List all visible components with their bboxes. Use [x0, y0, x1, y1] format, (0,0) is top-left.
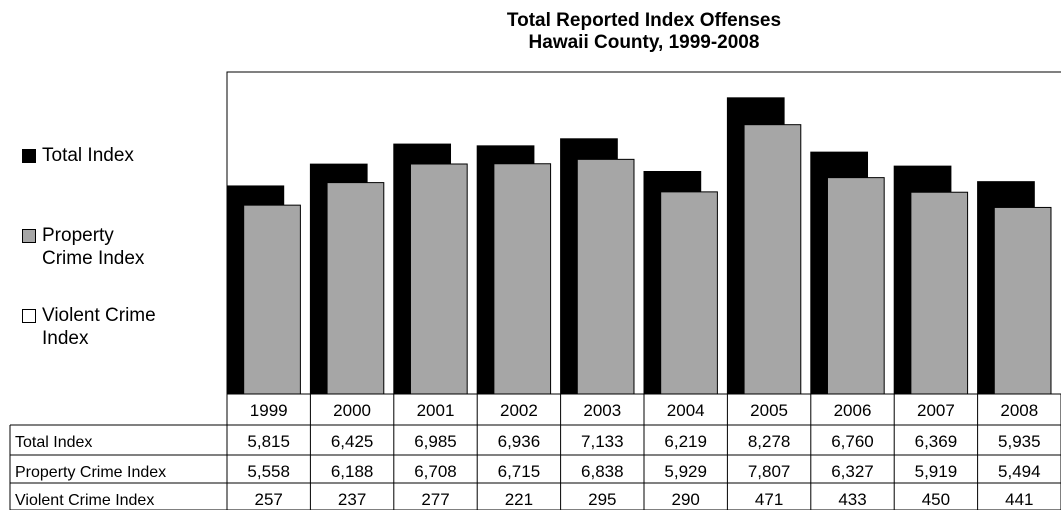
bars-group: [226, 71, 1061, 395]
table-cell-violent-2008: 441: [1005, 490, 1033, 509]
chart-subtitle: Hawaii County, 1999-2008: [528, 32, 760, 53]
legend-label-total: Total Index: [42, 145, 134, 166]
table-cell-property-2003: 6,838: [581, 462, 624, 481]
table-year-2005: 2005: [750, 401, 788, 420]
table-year-2000: 2000: [333, 401, 371, 420]
table-cell-violent-2007: 450: [922, 490, 950, 509]
bar-property-2005: [743, 124, 802, 395]
legend-item-total: Total Index: [22, 144, 134, 167]
table-cell-total-2007: 6,369: [915, 432, 958, 451]
chart-title: Total Reported Index Offenses Hawaii Cou…: [227, 10, 1061, 54]
bar-property-2004: [660, 191, 718, 395]
table-cell-total-1999: 5,815: [247, 432, 290, 451]
bar-property-2008: [993, 206, 1052, 395]
bar-property-1999: [243, 204, 301, 395]
legend-label-violent-line-2: Index: [42, 328, 89, 349]
data-table: 1999 2000 2001 2002 2003 2004 2005 2006 2007 2008…: [9, 393, 1061, 510]
table-year-2002: 2002: [500, 401, 538, 420]
table-cell-violent-2003: 295: [588, 490, 616, 509]
table-cell-violent-2006: 433: [838, 490, 866, 509]
bar-property-2006: [826, 177, 885, 395]
table-cell-total-2006: 6,760: [831, 432, 874, 451]
bar-property-2000: [326, 182, 385, 395]
table-cell-property-2008: 5,494: [998, 462, 1041, 481]
table-cell-total-2000: 6,425: [331, 432, 374, 451]
table-row-label-2: Violent Crime Index: [15, 492, 154, 509]
table-cell-property-2002: 6,715: [498, 462, 541, 481]
table-year-2006: 2006: [834, 401, 872, 420]
legend-label-property-line-1: Property: [42, 225, 114, 246]
table-cell-property-2001: 6,708: [414, 462, 457, 481]
table-cell-violent-2002: 221: [505, 490, 533, 509]
legend-swatch-violent: [22, 309, 36, 323]
bar-property-2001: [409, 163, 468, 395]
table-cell-total-2002: 6,936: [498, 432, 541, 451]
table-cell-property-2005: 7,807: [748, 462, 791, 481]
bar-property-2002: [493, 163, 552, 395]
table-cell-total-2008: 5,935: [998, 432, 1041, 451]
table-cell-total-2001: 6,985: [414, 432, 457, 451]
table-year-2008: 2008: [1000, 401, 1038, 420]
legend-item-violent: Violent Crime Index: [22, 304, 156, 350]
table-cell-property-2000: 6,188: [331, 462, 374, 481]
table-cell-violent-2001: 277: [421, 490, 449, 509]
table-year-2007: 2007: [917, 401, 955, 420]
table-cell-property-2007: 5,919: [915, 462, 958, 481]
legend-swatch-property: [22, 229, 36, 243]
bar-property-2003: [576, 158, 635, 395]
table-cell-property-2004: 5,929: [664, 462, 707, 481]
legend-item-property: Property Crime Index: [22, 224, 144, 270]
table-year-2004: 2004: [667, 401, 705, 420]
table-row-label-1: Property Crime Index: [15, 464, 166, 481]
legend-label-violent: Violent Crime Index: [42, 304, 156, 350]
table-cell-violent-2000: 237: [338, 490, 366, 509]
chart-title-line-1: Total Reported Index Offenses: [506, 10, 782, 31]
table-cell-violent-1999: 257: [255, 490, 283, 509]
table-year-1999: 1999: [250, 401, 288, 420]
table-year-2001: 2001: [417, 401, 455, 420]
table-year-2003: 2003: [583, 401, 621, 420]
legend-label-property-line-2: Crime Index: [42, 248, 145, 269]
table-cell-total-2004: 6,219: [664, 432, 707, 451]
table-cell-total-2003: 7,133: [581, 432, 624, 451]
bar-property-2007: [910, 191, 969, 395]
table-row-label-0: Total Index: [15, 434, 92, 451]
table-cell-property-2006: 6,327: [831, 462, 874, 481]
legend-swatch-total: [22, 149, 36, 163]
legend-label-property: Property Crime Index: [42, 224, 144, 270]
table-cell-violent-2005: 471: [755, 490, 783, 509]
table-cell-total-2005: 8,278: [748, 432, 791, 451]
legend-label-violent-line-1: Violent Crime: [42, 305, 156, 326]
table-cell-property-1999: 5,558: [247, 462, 290, 481]
table-cell-violent-2004: 290: [672, 490, 700, 509]
